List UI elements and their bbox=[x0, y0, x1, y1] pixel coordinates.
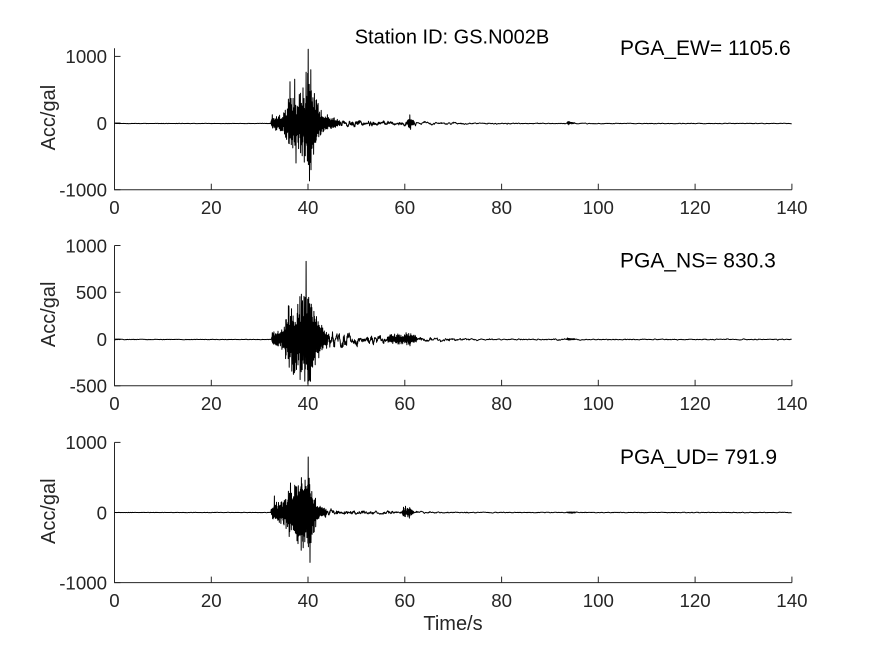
svg-text:140: 140 bbox=[776, 393, 807, 414]
svg-text:140: 140 bbox=[776, 590, 807, 611]
svg-text:Acc/gal: Acc/gal bbox=[38, 85, 60, 151]
svg-text:0: 0 bbox=[97, 113, 107, 134]
svg-text:60: 60 bbox=[394, 590, 415, 611]
svg-text:-1000: -1000 bbox=[59, 572, 107, 593]
svg-text:80: 80 bbox=[491, 197, 512, 218]
svg-text:PGA_EW= 1105.6: PGA_EW= 1105.6 bbox=[620, 37, 791, 60]
svg-text:40: 40 bbox=[298, 590, 319, 611]
svg-text:100: 100 bbox=[583, 197, 614, 218]
svg-text:80: 80 bbox=[491, 393, 512, 414]
svg-text:0: 0 bbox=[109, 393, 119, 414]
svg-text:0: 0 bbox=[109, 197, 119, 218]
svg-text:-500: -500 bbox=[70, 376, 107, 397]
svg-text:1000: 1000 bbox=[65, 46, 107, 67]
svg-text:120: 120 bbox=[680, 590, 711, 611]
svg-text:Acc/gal: Acc/gal bbox=[38, 478, 60, 544]
svg-text:140: 140 bbox=[776, 197, 807, 218]
svg-text:0: 0 bbox=[97, 329, 107, 350]
svg-text:20: 20 bbox=[201, 197, 222, 218]
svg-text:100: 100 bbox=[583, 393, 614, 414]
svg-text:60: 60 bbox=[394, 197, 415, 218]
svg-text:1000: 1000 bbox=[65, 235, 107, 256]
svg-text:80: 80 bbox=[491, 590, 512, 611]
svg-text:120: 120 bbox=[680, 393, 711, 414]
svg-text:0: 0 bbox=[109, 590, 119, 611]
svg-text:40: 40 bbox=[298, 393, 319, 414]
svg-text:120: 120 bbox=[680, 197, 711, 218]
svg-text:500: 500 bbox=[76, 282, 107, 303]
svg-text:Station ID: GS.N002B: Station ID: GS.N002B bbox=[355, 26, 550, 48]
svg-text:Time/s: Time/s bbox=[423, 613, 482, 635]
svg-text:-1000: -1000 bbox=[59, 180, 107, 201]
svg-text:0: 0 bbox=[97, 502, 107, 523]
svg-text:20: 20 bbox=[201, 393, 222, 414]
svg-text:Acc/gal: Acc/gal bbox=[38, 282, 60, 348]
svg-text:100: 100 bbox=[583, 590, 614, 611]
svg-text:40: 40 bbox=[298, 197, 319, 218]
svg-text:1000: 1000 bbox=[65, 432, 107, 453]
svg-text:PGA_UD= 791.9: PGA_UD= 791.9 bbox=[620, 446, 777, 469]
svg-text:20: 20 bbox=[201, 590, 222, 611]
svg-text:PGA_NS= 830.3: PGA_NS= 830.3 bbox=[620, 250, 776, 273]
svg-text:60: 60 bbox=[394, 393, 415, 414]
